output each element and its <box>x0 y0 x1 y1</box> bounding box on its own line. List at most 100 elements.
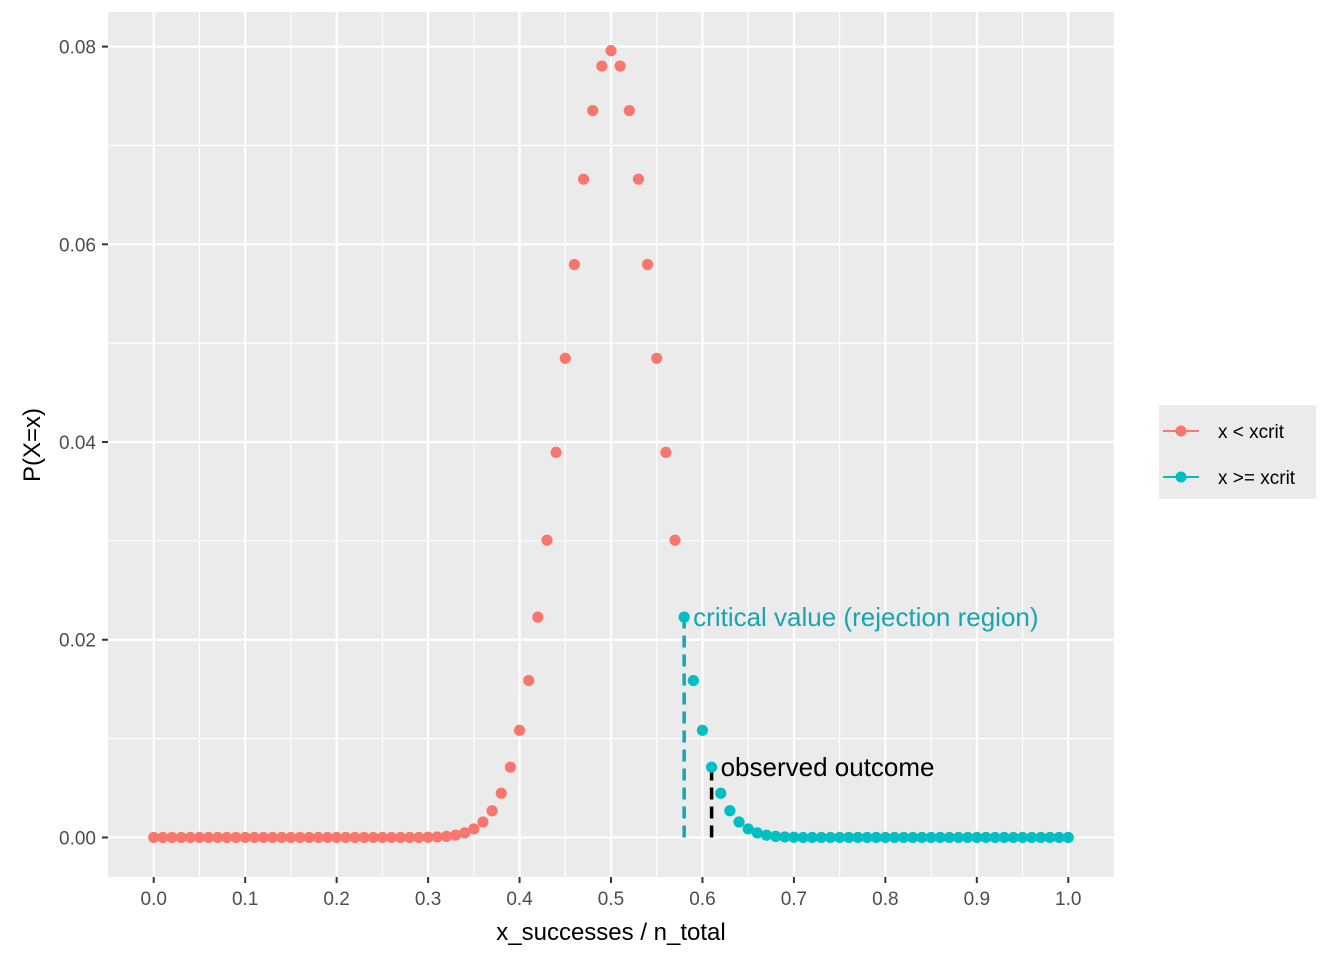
data-point-critical-region <box>770 830 782 842</box>
data-point-below-critical <box>413 831 425 844</box>
y-tick-label: 0.08 <box>59 38 96 59</box>
data-point-below-critical <box>651 352 663 364</box>
data-point-critical-region <box>1035 831 1047 844</box>
data-point-below-critical <box>523 674 535 687</box>
data-point-critical-region <box>952 831 965 844</box>
data-point-below-critical <box>550 446 562 459</box>
annotation-lines <box>682 617 714 838</box>
data-point-below-critical <box>449 829 462 841</box>
data-point-below-critical <box>257 831 270 844</box>
y-tick-label: 0.02 <box>59 631 96 652</box>
data-point-critical-region <box>806 831 818 844</box>
data-point-below-critical <box>431 831 443 843</box>
data-point-critical-region <box>1053 831 1065 844</box>
data-point-below-critical <box>193 831 206 844</box>
data-point-critical-region <box>916 831 928 844</box>
data-point-critical-region <box>1016 831 1029 844</box>
data-point-critical-region <box>733 816 745 828</box>
data-point-critical-region <box>760 829 773 841</box>
legend-label-below-critical: x < xcrit <box>1218 422 1285 443</box>
x-tick-label: 0.2 <box>323 889 349 910</box>
observed-outcome-label: observed outcome <box>721 752 935 782</box>
data-point-critical-region <box>742 823 754 835</box>
data-point-below-critical <box>166 831 178 844</box>
legend-label-critical-region: x >= xcrit <box>1218 468 1296 489</box>
data-point-below-critical <box>577 173 590 185</box>
legend-background <box>1159 405 1316 499</box>
critical-value-label: critical value (rejection region) <box>693 602 1038 632</box>
data-point-below-critical <box>203 831 215 844</box>
data-point-below-critical <box>559 352 571 364</box>
data-point-critical-region <box>797 831 809 844</box>
data-point-below-critical <box>532 611 544 623</box>
data-point-critical-region <box>879 831 891 844</box>
data-point-critical-region <box>962 831 974 844</box>
data-point-below-critical <box>276 831 288 844</box>
data-point-below-critical <box>623 104 635 117</box>
data-point-below-critical <box>596 60 608 72</box>
legend-item-below-critical: x < xcrit <box>1163 422 1285 443</box>
data-point-critical-region <box>888 831 901 844</box>
legend: x < xcrit x >= xcrit <box>1159 405 1316 499</box>
legend-item-critical-region: x >= xcrit <box>1163 468 1296 489</box>
y-tick-label: 0.04 <box>59 433 96 454</box>
x-tick-label: 0.1 <box>232 889 258 910</box>
x-axis: 0.0 0.1 0.2 0.3 0.4 0.5 0.6 0.7 0.8 0.9 1.0 <box>141 877 1081 910</box>
x-tick-label: 0.0 <box>141 889 167 910</box>
data-point-below-critical <box>212 831 224 844</box>
data-point-below-critical <box>614 60 626 72</box>
data-point-critical-region <box>980 831 992 844</box>
data-point-below-critical <box>477 816 489 828</box>
data-point-below-critical <box>669 534 681 546</box>
data-point-below-critical <box>641 258 654 271</box>
data-point-below-critical <box>376 831 388 844</box>
data-point-below-critical <box>440 830 452 842</box>
data-point-critical-region <box>834 831 846 844</box>
data-point-critical-region <box>696 724 709 736</box>
data-point-below-critical <box>184 831 196 844</box>
data-point-critical-region <box>687 674 699 687</box>
data-point-critical-region <box>870 831 882 844</box>
x-axis-title: x_successes / n_total <box>496 919 725 946</box>
data-point-below-critical <box>367 831 379 844</box>
annotation-labels: critical value (rejection region) observe… <box>693 602 1038 782</box>
data-point-below-critical <box>312 831 324 844</box>
data-point-below-critical <box>385 831 398 844</box>
data-point-below-critical <box>248 831 260 844</box>
x-tick-label: 0.6 <box>689 889 715 910</box>
data-point-below-critical <box>422 831 434 843</box>
data-point-critical-region <box>824 831 837 844</box>
x-tick-label: 0.5 <box>598 889 624 910</box>
data-point-critical-region <box>724 805 736 817</box>
data-point-below-critical <box>340 831 352 844</box>
data-point-below-critical <box>404 831 416 844</box>
x-tick-label: 0.9 <box>964 889 990 910</box>
data-point-critical-region <box>1007 831 1020 844</box>
x-tick-label: 0.4 <box>506 889 533 910</box>
data-points <box>148 45 1074 844</box>
data-point-below-critical <box>541 534 553 546</box>
data-point-critical-region <box>989 831 1001 844</box>
data-point-critical-region <box>1044 831 1056 844</box>
data-point-critical-region <box>943 831 955 844</box>
data-point-critical-region <box>861 831 873 844</box>
y-axis: 0.00 0.02 0.04 0.06 0.08 <box>59 38 108 849</box>
legend-key-point-critical-region <box>1175 471 1187 483</box>
x-tick-label: 0.8 <box>872 889 898 910</box>
y-axis-title: P(X=x) <box>19 408 46 482</box>
data-point-below-critical <box>285 831 297 844</box>
data-point-critical-region <box>678 611 690 623</box>
data-point-critical-region <box>1026 831 1038 844</box>
data-point-below-critical <box>358 831 370 844</box>
data-point-below-critical <box>267 831 279 844</box>
data-point-below-critical <box>230 831 242 844</box>
data-point-critical-region <box>779 831 791 843</box>
data-point-critical-region <box>715 787 727 799</box>
data-point-critical-region <box>971 831 983 844</box>
data-point-below-critical <box>587 104 599 117</box>
data-point-below-critical <box>294 831 306 844</box>
data-point-critical-region <box>934 831 946 844</box>
data-point-critical-region <box>843 831 855 844</box>
data-point-below-critical <box>157 831 169 844</box>
